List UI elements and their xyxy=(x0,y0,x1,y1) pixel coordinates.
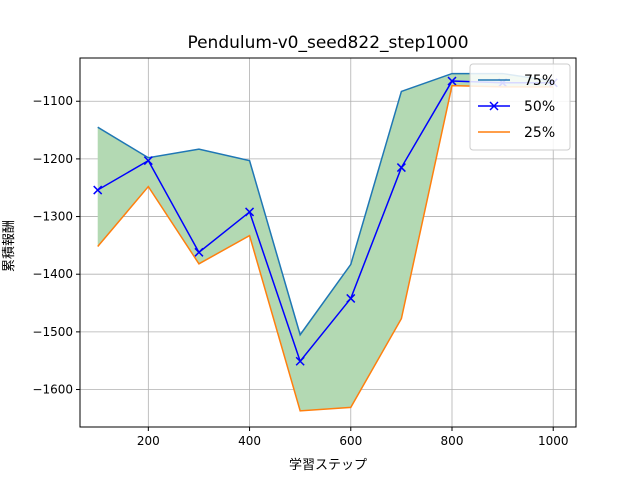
y-tick-label: −1600 xyxy=(32,383,73,397)
y-tick-label: −1300 xyxy=(32,210,73,224)
y-tick-label: −1200 xyxy=(32,152,73,166)
legend-box xyxy=(469,63,571,151)
x-tick-label: 400 xyxy=(238,434,261,448)
x-tick-label: 800 xyxy=(441,434,464,448)
legend-marker xyxy=(489,101,499,111)
legend-entry: 75% xyxy=(478,73,555,89)
data-point xyxy=(194,247,204,257)
legend-entry: 50% xyxy=(478,99,555,115)
axes-frame xyxy=(79,57,577,428)
chart-title: Pendulum-v0_seed822_step1000 xyxy=(187,33,468,53)
legend-entry: 25% xyxy=(478,125,555,141)
legend: 75% 50% 25% xyxy=(469,63,571,151)
data-point xyxy=(93,185,103,195)
legend-label: 25% xyxy=(524,125,555,141)
x-tick-label: 600 xyxy=(339,434,362,448)
data-point xyxy=(396,163,406,173)
data-point xyxy=(143,156,153,166)
data-point xyxy=(295,356,305,366)
data-point xyxy=(245,207,255,217)
x-tick-label: 200 xyxy=(137,434,160,448)
x-tick-label: 1000 xyxy=(538,434,569,448)
legend-label: 50% xyxy=(524,99,555,115)
data-point xyxy=(346,293,356,303)
y-axis-label: 累積報酬 xyxy=(2,220,17,272)
y-tick-label: −1400 xyxy=(32,267,73,281)
iqr-band xyxy=(97,73,554,411)
y-tick-label: −1100 xyxy=(32,94,73,108)
data-point xyxy=(447,76,457,86)
ticks: 200 400 600 800 1000 −1600 −1500 −1400 −1300 −120… xyxy=(32,94,568,448)
x-axis-label: 学習ステップ xyxy=(289,457,367,473)
legend-label: 75% xyxy=(524,73,555,89)
y-tick-label: −1500 xyxy=(32,325,73,339)
